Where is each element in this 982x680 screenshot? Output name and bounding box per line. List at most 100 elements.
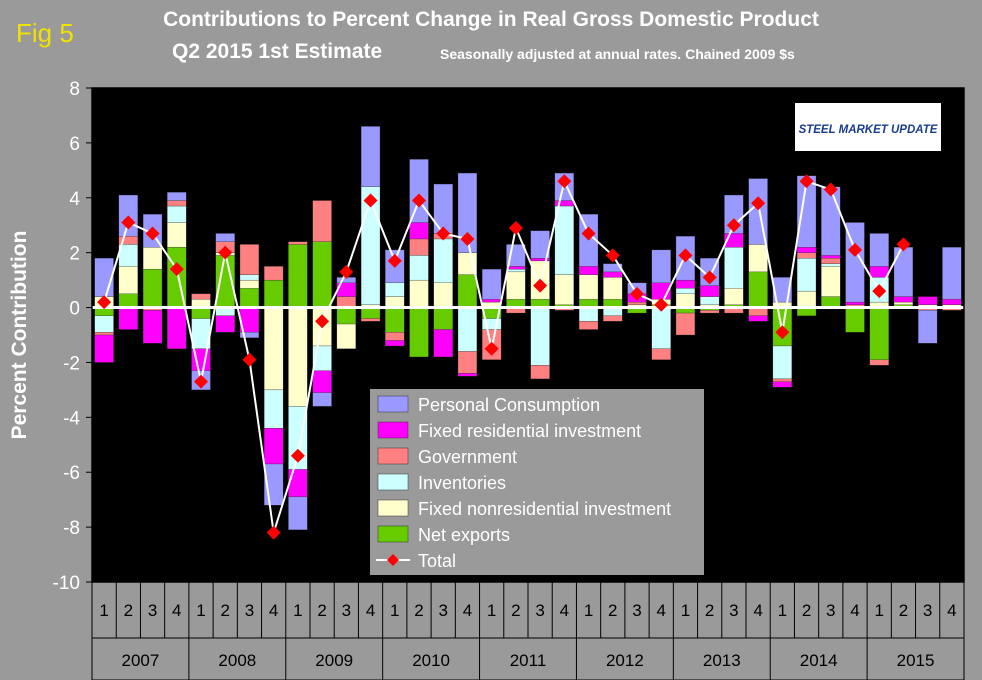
bar-inventories <box>239 274 260 281</box>
y-tick-label: -8 <box>63 518 80 539</box>
bar-government <box>530 365 550 380</box>
bar-government <box>336 296 356 308</box>
bar-fixed-nonresidential-investment <box>142 247 163 270</box>
chart-title: Contributions to Percent Change in Real … <box>163 8 819 31</box>
bar-fixed-nonresidential-investment <box>796 290 817 308</box>
total-marker <box>726 218 741 233</box>
total-marker <box>533 278 548 293</box>
bar-fixed-residential-investment <box>700 285 720 297</box>
quarter-label: 2 <box>608 601 617 620</box>
bar-inventories <box>94 315 114 333</box>
legend-swatch-personal-consumption <box>377 395 409 413</box>
bar-fixed-nonresidential-investment <box>264 307 284 391</box>
bar-fixed-residential-investment <box>578 266 599 275</box>
bar-net-exports <box>142 268 163 308</box>
total-marker <box>290 448 305 463</box>
bar-fixed-residential-investment <box>554 200 574 207</box>
bar-net-exports <box>191 307 211 319</box>
total-marker <box>605 248 620 263</box>
y-tick-label: 0 <box>69 299 80 320</box>
quarter-label: 1 <box>390 601 399 620</box>
total-marker <box>363 193 378 208</box>
legend-label: Total <box>418 551 456 571</box>
bar-fixed-residential-investment <box>772 381 792 388</box>
bar-net-exports <box>118 293 138 308</box>
y-axis-title: Percent Contribution <box>8 231 31 440</box>
bar-net-exports <box>239 288 260 308</box>
total-marker <box>266 525 281 540</box>
bar-fixed-residential-investment <box>869 266 889 278</box>
bar-personal-consumption <box>651 249 671 284</box>
bar-personal-consumption <box>288 496 308 531</box>
bar-inventories <box>264 389 284 429</box>
total-marker <box>848 242 862 257</box>
bar-personal-consumption <box>918 310 938 344</box>
bar-net-exports <box>336 307 356 325</box>
bar-personal-consumption <box>845 222 865 303</box>
quarter-label: 2 <box>220 601 229 620</box>
total-marker <box>896 237 911 252</box>
bar-inventories <box>675 288 696 294</box>
bar-personal-consumption <box>360 126 381 187</box>
bar-net-exports <box>409 307 429 358</box>
total-marker <box>315 314 330 329</box>
bar-net-exports <box>312 241 332 308</box>
bar-net-exports <box>869 307 889 360</box>
total-marker <box>508 220 523 235</box>
bar-personal-consumption <box>482 268 502 300</box>
legend-swatch-fixed-nonresidential-investment <box>377 499 409 517</box>
total-marker <box>436 226 451 241</box>
legend-label: Fixed residential investment <box>418 421 641 441</box>
bar-inventories <box>821 263 841 267</box>
bar-inventories <box>772 345 792 380</box>
bar-government <box>288 241 308 245</box>
bar-government <box>821 258 841 264</box>
quarter-label: 1 <box>681 601 690 620</box>
bar-fixed-nonresidential-investment <box>554 274 574 305</box>
quarter-label: 3 <box>632 601 641 620</box>
bar-fixed-residential-investment <box>118 307 138 330</box>
bar-government <box>700 310 720 314</box>
bar-fixed-residential-investment <box>94 334 114 363</box>
quarter-label: 4 <box>269 601 278 620</box>
bar-government <box>651 348 671 360</box>
bar-personal-consumption <box>772 277 792 303</box>
bar-inventories <box>724 247 744 289</box>
bar-fixed-residential-investment <box>409 222 429 240</box>
bar-fixed-residential-investment <box>821 255 841 259</box>
quarter-label: 3 <box>148 601 157 620</box>
bar-fixed-residential-investment <box>385 340 405 347</box>
total-marker <box>654 297 669 312</box>
quarter-label: 4 <box>560 601 569 620</box>
bar-fixed-residential-investment <box>918 296 938 305</box>
bar-fixed-residential-investment <box>312 370 332 393</box>
bar-fixed-residential-investment <box>482 299 502 303</box>
bar-inventories <box>796 258 817 292</box>
year-label: 2013 <box>703 651 741 670</box>
year-label: 2015 <box>897 651 935 670</box>
quarter-label: 2 <box>802 601 811 620</box>
y-tick-label: -10 <box>53 573 80 594</box>
figure-label: Fig 5 <box>16 18 74 48</box>
quarter-label: 2 <box>511 601 520 620</box>
quarter-label: 3 <box>535 601 544 620</box>
bar-fixed-nonresidential-investment <box>893 301 914 305</box>
total-marker <box>97 295 112 310</box>
bar-inventories <box>433 238 453 284</box>
legend-label: Inventories <box>418 473 506 493</box>
bar-fixed-residential-investment <box>215 315 235 333</box>
bar-inventories <box>506 268 526 273</box>
bar-government <box>869 359 889 366</box>
legend-swatch-net-exports <box>377 525 409 543</box>
bar-personal-consumption <box>457 172 478 253</box>
total-marker <box>678 248 693 263</box>
bar-fixed-nonresidential-investment <box>821 266 841 297</box>
bar-personal-consumption <box>239 332 260 338</box>
bar-fixed-residential-investment <box>457 373 478 377</box>
quarter-label: 2 <box>705 601 714 620</box>
quarter-label: 3 <box>342 601 351 620</box>
bar-fixed-nonresidential-investment <box>603 277 623 300</box>
legend-swatch-inventories <box>377 473 409 491</box>
quarter-label: 1 <box>584 601 593 620</box>
quarter-label: 3 <box>923 601 932 620</box>
